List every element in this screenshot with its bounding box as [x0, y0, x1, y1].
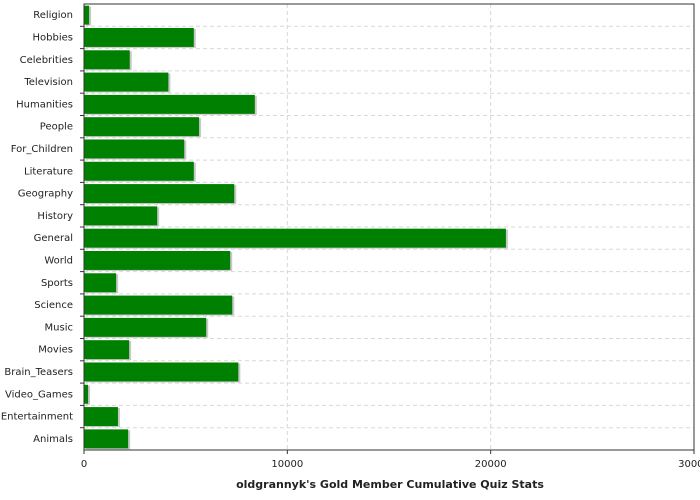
y-tick-label: Hobbies [33, 32, 73, 43]
x-axis-title: oldgrannyk's Gold Member Cumulative Quiz… [236, 478, 544, 491]
plot-frame [83, 3, 695, 451]
x-tick-label: 30000 [678, 459, 700, 470]
bar [84, 50, 130, 70]
y-tick-label: Science [34, 300, 73, 311]
y-tick-label: Geography [18, 189, 73, 200]
y-tick-label: Movies [38, 345, 73, 356]
x-tick-label: 0 [81, 459, 87, 470]
y-tick-label: Brain_Teasers [4, 367, 73, 378]
bar [84, 184, 235, 204]
bar [84, 317, 207, 337]
bar [84, 340, 130, 360]
bar [84, 5, 90, 25]
bar [84, 94, 255, 114]
bar [84, 139, 185, 159]
bar [84, 161, 194, 181]
bar [84, 27, 194, 47]
bar [84, 228, 506, 248]
y-tick-label: Animals [33, 434, 73, 445]
y-tick-label: For_Children [11, 144, 73, 155]
x-tick-label: 10000 [271, 459, 303, 470]
bar [84, 384, 89, 404]
bar [84, 407, 118, 427]
bar [84, 206, 158, 226]
bar [84, 295, 233, 315]
y-tick-label: Entertainment [1, 412, 73, 423]
y-tick-label: World [44, 255, 73, 266]
bar [84, 273, 117, 293]
x-tick-label: 20000 [475, 459, 507, 470]
bar [84, 72, 169, 92]
y-tick-label: Humanities [16, 99, 73, 110]
y-tick-label: History [37, 211, 73, 222]
y-tick-label: Literature [24, 166, 73, 177]
bar [84, 362, 239, 382]
y-tick-label: Sports [41, 278, 73, 289]
bar [84, 250, 231, 270]
y-tick-label: Music [45, 322, 73, 333]
bar [84, 429, 129, 449]
y-tick-label: Television [23, 77, 73, 88]
y-tick-label: People [40, 122, 73, 133]
y-tick-label: Video_Games [5, 389, 73, 400]
y-tick-label: Religion [33, 10, 73, 21]
y-tick-label: General [34, 233, 73, 244]
y-tick-label: Celebrities [20, 55, 73, 66]
bar [84, 117, 200, 137]
